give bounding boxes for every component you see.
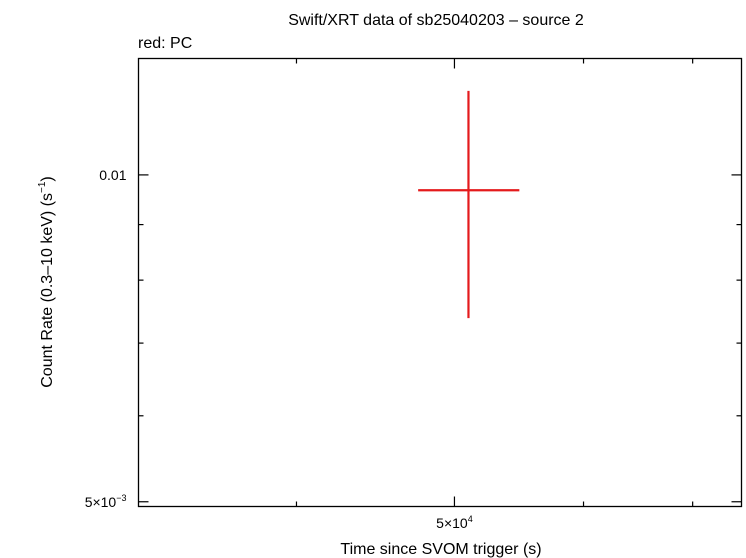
y-axis-label-exponent: −1 [37, 181, 48, 193]
chart-subtitle: red: PC [138, 35, 192, 52]
chart-title: Swift/XRT data of sb25040203 – source 2 [288, 12, 584, 29]
x-axis-label: Time since SVOM trigger (s) [340, 541, 541, 558]
plot-frame [137, 57, 743, 508]
x-tick-label: 5×104 [436, 514, 473, 531]
tick-labels: 5×104 0.01 5×10−3 [85, 167, 473, 531]
y-axis-label-main: Count Rate (0.3–10 keV) (s [39, 193, 56, 388]
y-axis-label: Count Rate (0.3–10 keV) (s−1) [37, 176, 56, 388]
y-tick-label: 0.01 [99, 167, 126, 183]
axis-ticks [138, 58, 742, 507]
y-tick-label: 5×10−3 [85, 493, 127, 510]
data-points [418, 90, 520, 319]
y-axis-label-close: ) [39, 176, 56, 181]
